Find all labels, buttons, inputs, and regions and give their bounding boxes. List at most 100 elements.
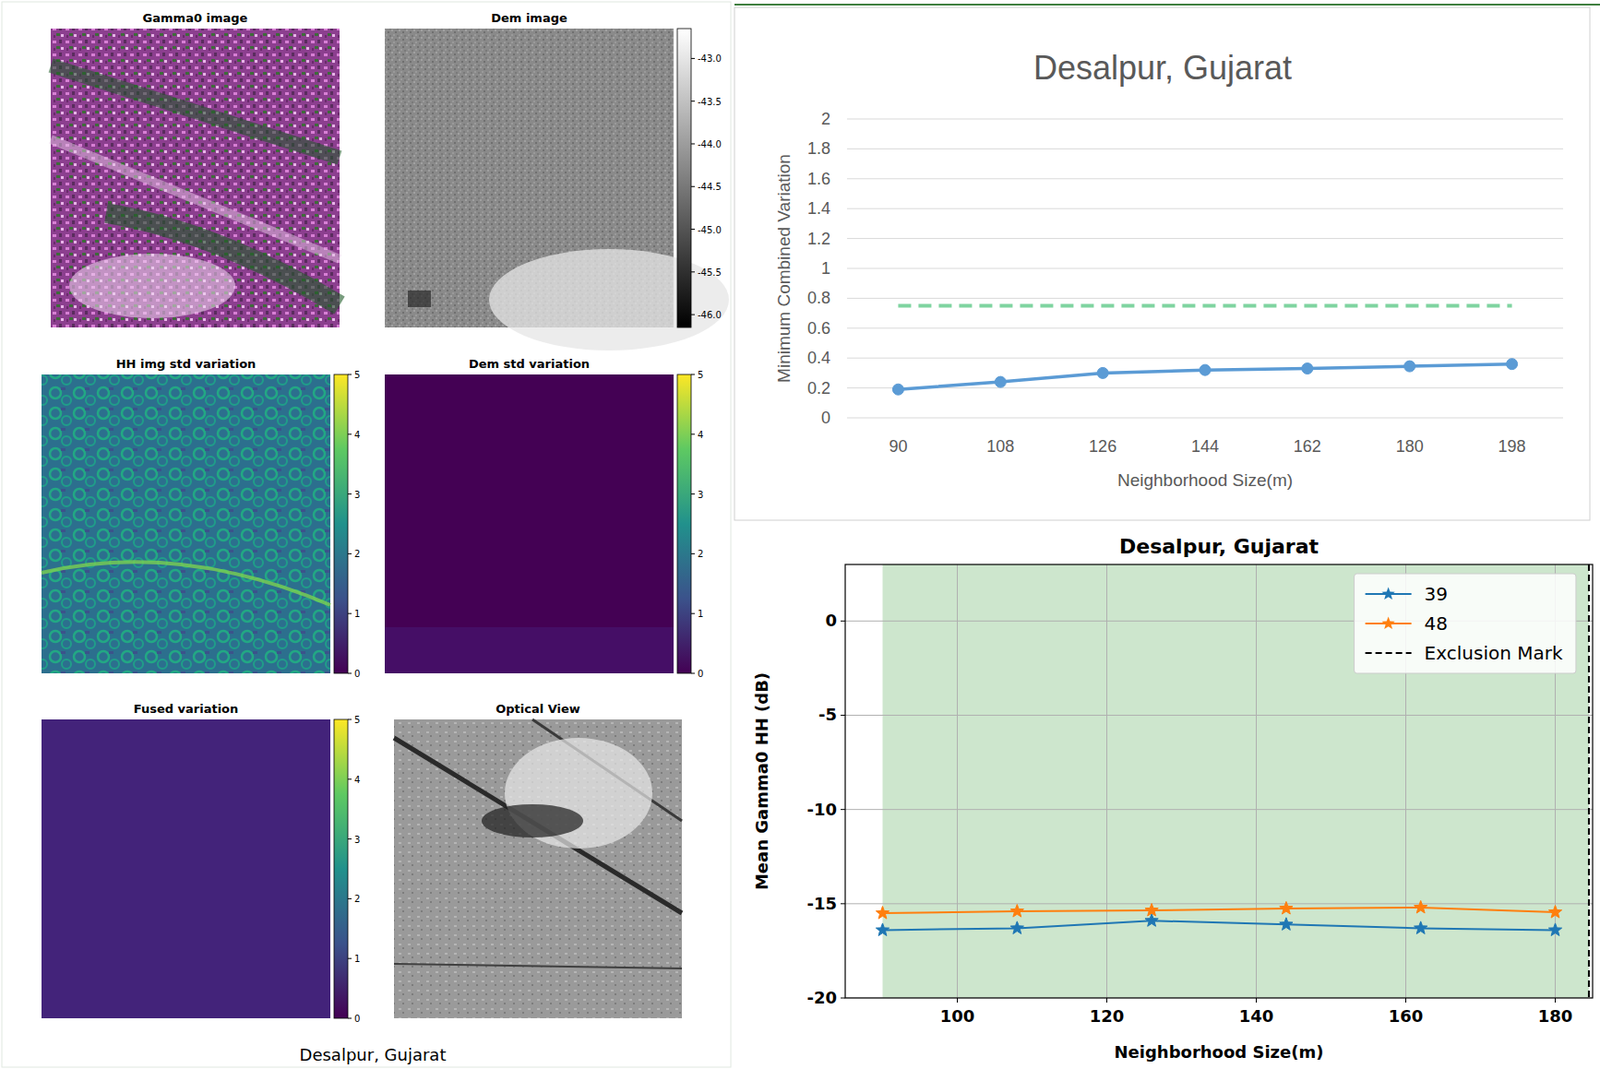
colorbar-tick-label: 1 [697,608,704,620]
texture [394,738,682,914]
image [384,374,674,674]
colorbar [334,374,348,674]
grid-line [847,417,1564,419]
texture [50,65,340,158]
point [1097,367,1109,379]
y-tick-label: 1.2 [807,229,831,249]
colorbar-tick [691,433,695,435]
colorbar-tick [691,673,695,675]
legend-label: 39 [1424,583,1448,606]
image-panel: HH img std variation012345 [41,357,360,680]
y-tick-label: 1.8 [807,139,831,158]
grid-line [845,715,1593,717]
colorbar-tick [347,433,352,435]
colorbar-tick-label: 1 [354,954,360,965]
image-panel: Gamma0 image [50,11,340,328]
grid-line [847,208,1564,210]
image-panel: Optical View [394,702,682,1019]
colorbar-tick-label: 3 [697,489,704,501]
series-line [883,907,1556,914]
point [994,376,1006,388]
legend-line [1365,652,1412,655]
x-tick-label: 198 [1498,437,1527,456]
grid-line [1255,564,1257,999]
x-tick-label: 162 [1293,437,1322,456]
x-tick [956,998,958,1003]
texture [481,804,584,838]
image [50,28,340,328]
colorbar-tick-label: 2 [697,549,704,560]
grid-line [1106,564,1108,999]
grid-line [847,268,1564,270]
colorbar-tick-label: -45.0 [697,225,722,236]
point [1414,921,1428,935]
colorbar-tick-label: -43.0 [697,53,722,64]
image-panels: Gamma0 imageDem image-43.0-43.5-44.0-44.… [1,1,731,1068]
x-axis-title: Neighborhood Size(m) [1117,470,1293,490]
grid-line [847,387,1564,389]
image-panel: Fused variation012345 [41,702,360,1025]
x-axis-title: Neighborhood Size(m) [1114,1042,1325,1063]
x-tick-label: 144 [1191,437,1219,456]
x-tick [1106,998,1108,1003]
plot-area [845,564,1593,999]
image [41,719,331,1019]
figure: Gamma0 imageDem image-43.0-43.5-44.0-44.… [0,0,1600,1069]
colorbar-tick [347,958,352,960]
legend-marker [1381,617,1395,631]
colorbar-tick-label: 2 [354,894,360,905]
colorbar-tick-label: -44.5 [697,181,722,192]
colorbar-tick [347,493,352,495]
colorbar-tick-label: 0 [354,668,360,680]
texture [69,253,236,319]
shaded-range [883,564,1589,999]
axes-frame [845,564,1593,999]
colorbar-tick-label: 3 [354,835,360,846]
point [892,383,904,395]
grid-line [847,119,1564,120]
image-panel: Dem std variation012345 [384,357,704,680]
texture [489,249,729,351]
x-tick-label: 180 [1396,437,1424,456]
y-tick [840,998,846,1000]
grid-line [845,903,1593,905]
texture [384,627,674,674]
panel-title: Optical View [495,702,581,717]
colorbar-tick-label: 4 [354,429,360,441]
colorbar-tick-label: -44.0 [697,139,722,150]
legend-frame [1354,573,1577,674]
y-tick-label: 0.2 [807,379,831,398]
colorbar [677,28,692,328]
grid-line [847,298,1564,299]
x-tick-label: 120 [1089,1006,1125,1027]
panel-title: Dem image [490,11,568,25]
colorbar-tick [691,314,695,316]
chart-frame [734,7,1590,521]
point [1404,360,1416,372]
separator [734,3,1600,6]
exclusion-mark [1588,564,1590,999]
colorbar-tick [347,613,352,615]
colorbar-tick [691,228,695,230]
y-tick-label: 1.4 [807,199,831,218]
panel-title: Gamma0 image [143,11,249,25]
y-tick [840,809,846,811]
y-tick [840,903,846,905]
x-tick [1405,998,1407,1003]
colorbar-tick [347,778,352,780]
colorbar-tick-label: 3 [354,489,360,501]
point [1279,918,1293,932]
colorbar-tick [691,100,695,102]
panel-title: Dem std variation [468,357,590,371]
chart: Desalpur, Gujarat00.20.40.60.811.21.41.6… [734,7,1590,521]
grid-line [847,148,1564,150]
colorbar-tick-label: 5 [354,715,360,726]
point [1145,914,1159,928]
colorbar-tick-label: 0 [354,1014,360,1025]
plot-area [892,306,1517,396]
legend-label: Exclusion Mark [1424,642,1564,665]
y-tick-label: 1 [821,259,831,278]
point [1414,900,1428,914]
grid-line [956,564,958,999]
point [1010,921,1024,935]
